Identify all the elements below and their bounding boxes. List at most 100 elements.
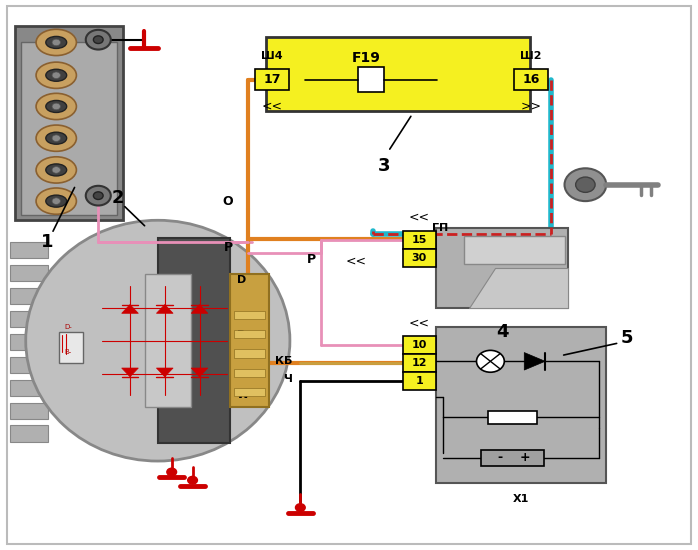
FancyBboxPatch shape	[234, 311, 265, 320]
FancyBboxPatch shape	[403, 249, 436, 267]
FancyBboxPatch shape	[10, 356, 48, 373]
FancyBboxPatch shape	[481, 450, 544, 466]
Text: B+: B+	[237, 329, 255, 340]
FancyBboxPatch shape	[21, 42, 117, 215]
Text: Р: Р	[306, 253, 315, 266]
Circle shape	[295, 504, 305, 512]
Polygon shape	[121, 305, 138, 314]
Text: <<: <<	[409, 211, 430, 223]
Text: <<: <<	[261, 100, 282, 113]
Circle shape	[565, 168, 607, 201]
FancyBboxPatch shape	[234, 349, 265, 358]
Text: ГП: ГП	[433, 223, 449, 234]
Polygon shape	[191, 305, 208, 314]
Polygon shape	[156, 305, 173, 314]
FancyBboxPatch shape	[255, 69, 288, 90]
Text: 12: 12	[411, 359, 427, 369]
FancyBboxPatch shape	[10, 379, 48, 396]
FancyBboxPatch shape	[436, 228, 568, 308]
Circle shape	[52, 39, 61, 46]
Circle shape	[86, 186, 111, 206]
FancyBboxPatch shape	[10, 241, 48, 258]
Ellipse shape	[46, 195, 67, 207]
Text: 1: 1	[415, 376, 423, 387]
FancyBboxPatch shape	[144, 274, 191, 407]
Text: 2: 2	[112, 189, 124, 207]
FancyBboxPatch shape	[403, 230, 436, 249]
FancyBboxPatch shape	[488, 411, 537, 424]
FancyBboxPatch shape	[358, 67, 385, 92]
Text: <<: <<	[346, 255, 366, 268]
Circle shape	[94, 192, 103, 200]
Text: 30: 30	[412, 253, 427, 263]
Text: +: +	[520, 452, 530, 465]
FancyBboxPatch shape	[158, 238, 230, 443]
Text: Р: Р	[224, 241, 233, 254]
FancyBboxPatch shape	[234, 368, 265, 377]
Text: -: -	[498, 452, 503, 465]
Circle shape	[94, 36, 103, 43]
FancyBboxPatch shape	[10, 403, 48, 419]
Polygon shape	[121, 368, 138, 377]
FancyBboxPatch shape	[436, 327, 607, 483]
Text: Ш4: Ш4	[261, 51, 283, 60]
FancyBboxPatch shape	[10, 288, 48, 304]
Circle shape	[167, 468, 177, 476]
Text: 16: 16	[523, 73, 540, 86]
Circle shape	[477, 350, 505, 372]
Ellipse shape	[36, 29, 76, 56]
Ellipse shape	[36, 157, 76, 183]
Text: 17: 17	[263, 73, 281, 86]
Text: О: О	[222, 195, 233, 208]
Ellipse shape	[46, 36, 67, 48]
Ellipse shape	[46, 69, 67, 81]
Ellipse shape	[36, 62, 76, 89]
FancyBboxPatch shape	[10, 333, 48, 350]
FancyBboxPatch shape	[403, 336, 436, 354]
Text: F19: F19	[352, 51, 380, 65]
Text: B-: B-	[64, 349, 72, 355]
FancyBboxPatch shape	[265, 37, 530, 111]
Circle shape	[86, 30, 111, 50]
Polygon shape	[469, 268, 568, 308]
FancyBboxPatch shape	[10, 265, 48, 281]
Ellipse shape	[36, 188, 76, 214]
Ellipse shape	[26, 221, 290, 461]
Polygon shape	[524, 353, 545, 370]
Circle shape	[52, 103, 61, 110]
Text: W: W	[237, 390, 249, 400]
FancyBboxPatch shape	[463, 236, 565, 264]
Ellipse shape	[36, 94, 76, 119]
FancyBboxPatch shape	[403, 372, 436, 390]
Ellipse shape	[46, 132, 67, 144]
Ellipse shape	[46, 101, 67, 113]
Text: 4: 4	[496, 323, 508, 342]
Polygon shape	[191, 368, 208, 377]
Circle shape	[188, 476, 198, 484]
Text: КБ: КБ	[274, 356, 292, 366]
Text: D: D	[237, 276, 246, 285]
FancyBboxPatch shape	[514, 69, 548, 90]
FancyBboxPatch shape	[10, 311, 48, 327]
FancyBboxPatch shape	[230, 274, 269, 407]
Circle shape	[52, 167, 61, 173]
Text: >>: >>	[521, 100, 542, 113]
FancyBboxPatch shape	[10, 426, 48, 442]
Text: Х1: Х1	[513, 494, 529, 504]
Text: 1: 1	[41, 233, 54, 251]
FancyBboxPatch shape	[15, 26, 123, 221]
Ellipse shape	[36, 125, 76, 151]
FancyBboxPatch shape	[59, 332, 83, 362]
FancyBboxPatch shape	[234, 330, 265, 338]
Circle shape	[52, 135, 61, 141]
Circle shape	[52, 198, 61, 205]
Ellipse shape	[46, 164, 67, 176]
Text: Ч: Ч	[283, 373, 292, 384]
Text: 5: 5	[621, 329, 633, 347]
FancyBboxPatch shape	[403, 354, 436, 372]
Text: 3: 3	[378, 157, 391, 174]
Circle shape	[52, 72, 61, 79]
Text: <<: <<	[409, 316, 430, 329]
Text: Ш2: Ш2	[521, 51, 542, 60]
FancyBboxPatch shape	[234, 388, 265, 396]
